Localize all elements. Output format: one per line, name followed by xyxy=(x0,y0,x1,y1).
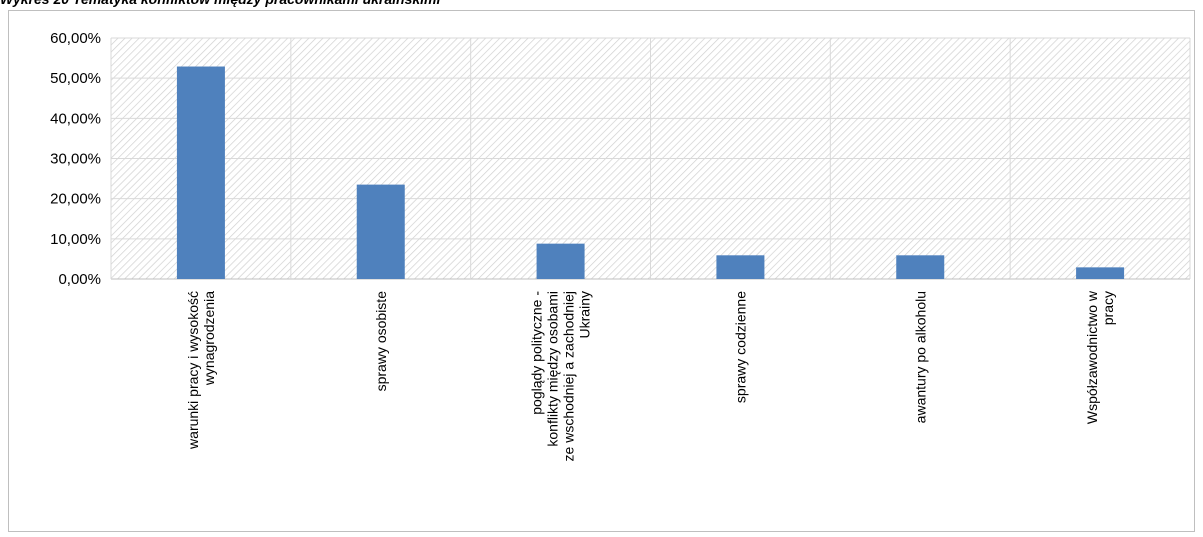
bar xyxy=(356,184,405,279)
x-axis-labels: warunki pracy i wysokość wynagrodzenia spr… xyxy=(185,290,1116,461)
y-tick-label: 0,00% xyxy=(58,271,101,288)
category-label: poglądy polityczne - konflikty między oso… xyxy=(529,291,593,462)
bars xyxy=(176,66,1125,279)
y-tick-label: 10,00% xyxy=(50,231,101,248)
bar xyxy=(716,255,765,279)
category-label: sprawy osobiste xyxy=(373,291,389,392)
category-label-line: pracy xyxy=(1100,291,1116,325)
gridlines xyxy=(110,37,1191,280)
y-tick-label: 30,00% xyxy=(50,151,101,168)
category-label-line: Współzawodnictwo w xyxy=(1084,290,1100,424)
category-label: sprawy codzienne xyxy=(732,291,748,403)
category-label-line: sprawy osobiste xyxy=(373,291,389,392)
bar xyxy=(896,255,945,279)
bar xyxy=(1076,267,1125,279)
category-label-line: sprawy codzienne xyxy=(732,291,748,403)
category-label-line: warunki pracy i wysokość xyxy=(185,291,201,450)
y-tick-label: 60,00% xyxy=(50,30,101,47)
y-tick-label: 40,00% xyxy=(50,110,101,127)
category-label-line: Ukrainy xyxy=(577,291,593,338)
y-tick-label: 50,00% xyxy=(50,70,101,87)
y-tick-label: 20,00% xyxy=(50,191,101,208)
category-label: awantury po alkoholu xyxy=(912,291,928,423)
category-label-line: awantury po alkoholu xyxy=(912,291,928,423)
category-label-line: ze wschodniej a zachodniej xyxy=(561,291,577,461)
category-label: Współzawodnictwo w pracy xyxy=(1084,290,1116,424)
category-label-line: wynagrodzenia xyxy=(201,291,217,386)
bar xyxy=(536,243,585,279)
category-label-line: poglądy polityczne - xyxy=(529,291,545,415)
category-label-line: konflikty między osobami xyxy=(545,291,561,447)
y-axis-ticks: 0,00% 10,00% 20,00% 30,00% 40,00% 50,00% 60,00… xyxy=(50,30,101,288)
bar xyxy=(176,66,225,279)
chart-caption: Wykres 20 Tematyka konfliktów między pra… xyxy=(0,0,440,9)
category-label: warunki pracy i wysokość wynagrodzenia xyxy=(185,291,217,450)
